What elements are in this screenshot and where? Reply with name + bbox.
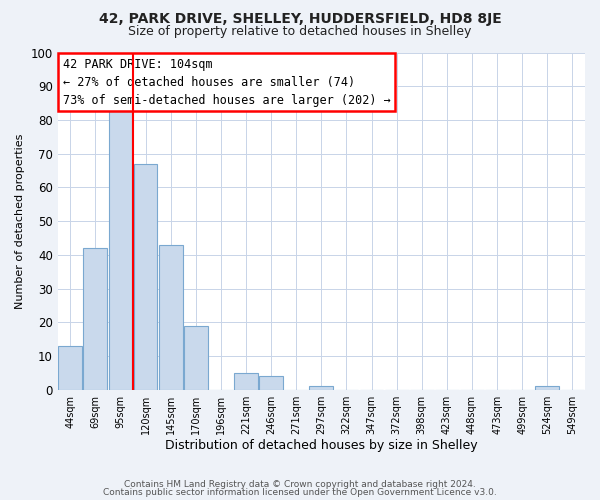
X-axis label: Distribution of detached houses by size in Shelley: Distribution of detached houses by size …	[165, 440, 478, 452]
Text: Size of property relative to detached houses in Shelley: Size of property relative to detached ho…	[128, 25, 472, 38]
Y-axis label: Number of detached properties: Number of detached properties	[15, 134, 25, 309]
Bar	[58, 346, 82, 390]
Bar	[159, 244, 182, 390]
Bar	[109, 110, 133, 390]
Bar	[310, 386, 333, 390]
Text: 42 PARK DRIVE: 104sqm
← 27% of detached houses are smaller (74)
73% of semi-deta: 42 PARK DRIVE: 104sqm ← 27% of detached …	[63, 58, 391, 106]
Text: Contains HM Land Registry data © Crown copyright and database right 2024.: Contains HM Land Registry data © Crown c…	[124, 480, 476, 489]
Text: 42, PARK DRIVE, SHELLEY, HUDDERSFIELD, HD8 8JE: 42, PARK DRIVE, SHELLEY, HUDDERSFIELD, H…	[98, 12, 502, 26]
Bar	[234, 373, 258, 390]
Bar	[535, 386, 559, 390]
Bar	[184, 326, 208, 390]
Bar	[134, 164, 157, 390]
Bar	[83, 248, 107, 390]
Bar	[259, 376, 283, 390]
Text: Contains public sector information licensed under the Open Government Licence v3: Contains public sector information licen…	[103, 488, 497, 497]
